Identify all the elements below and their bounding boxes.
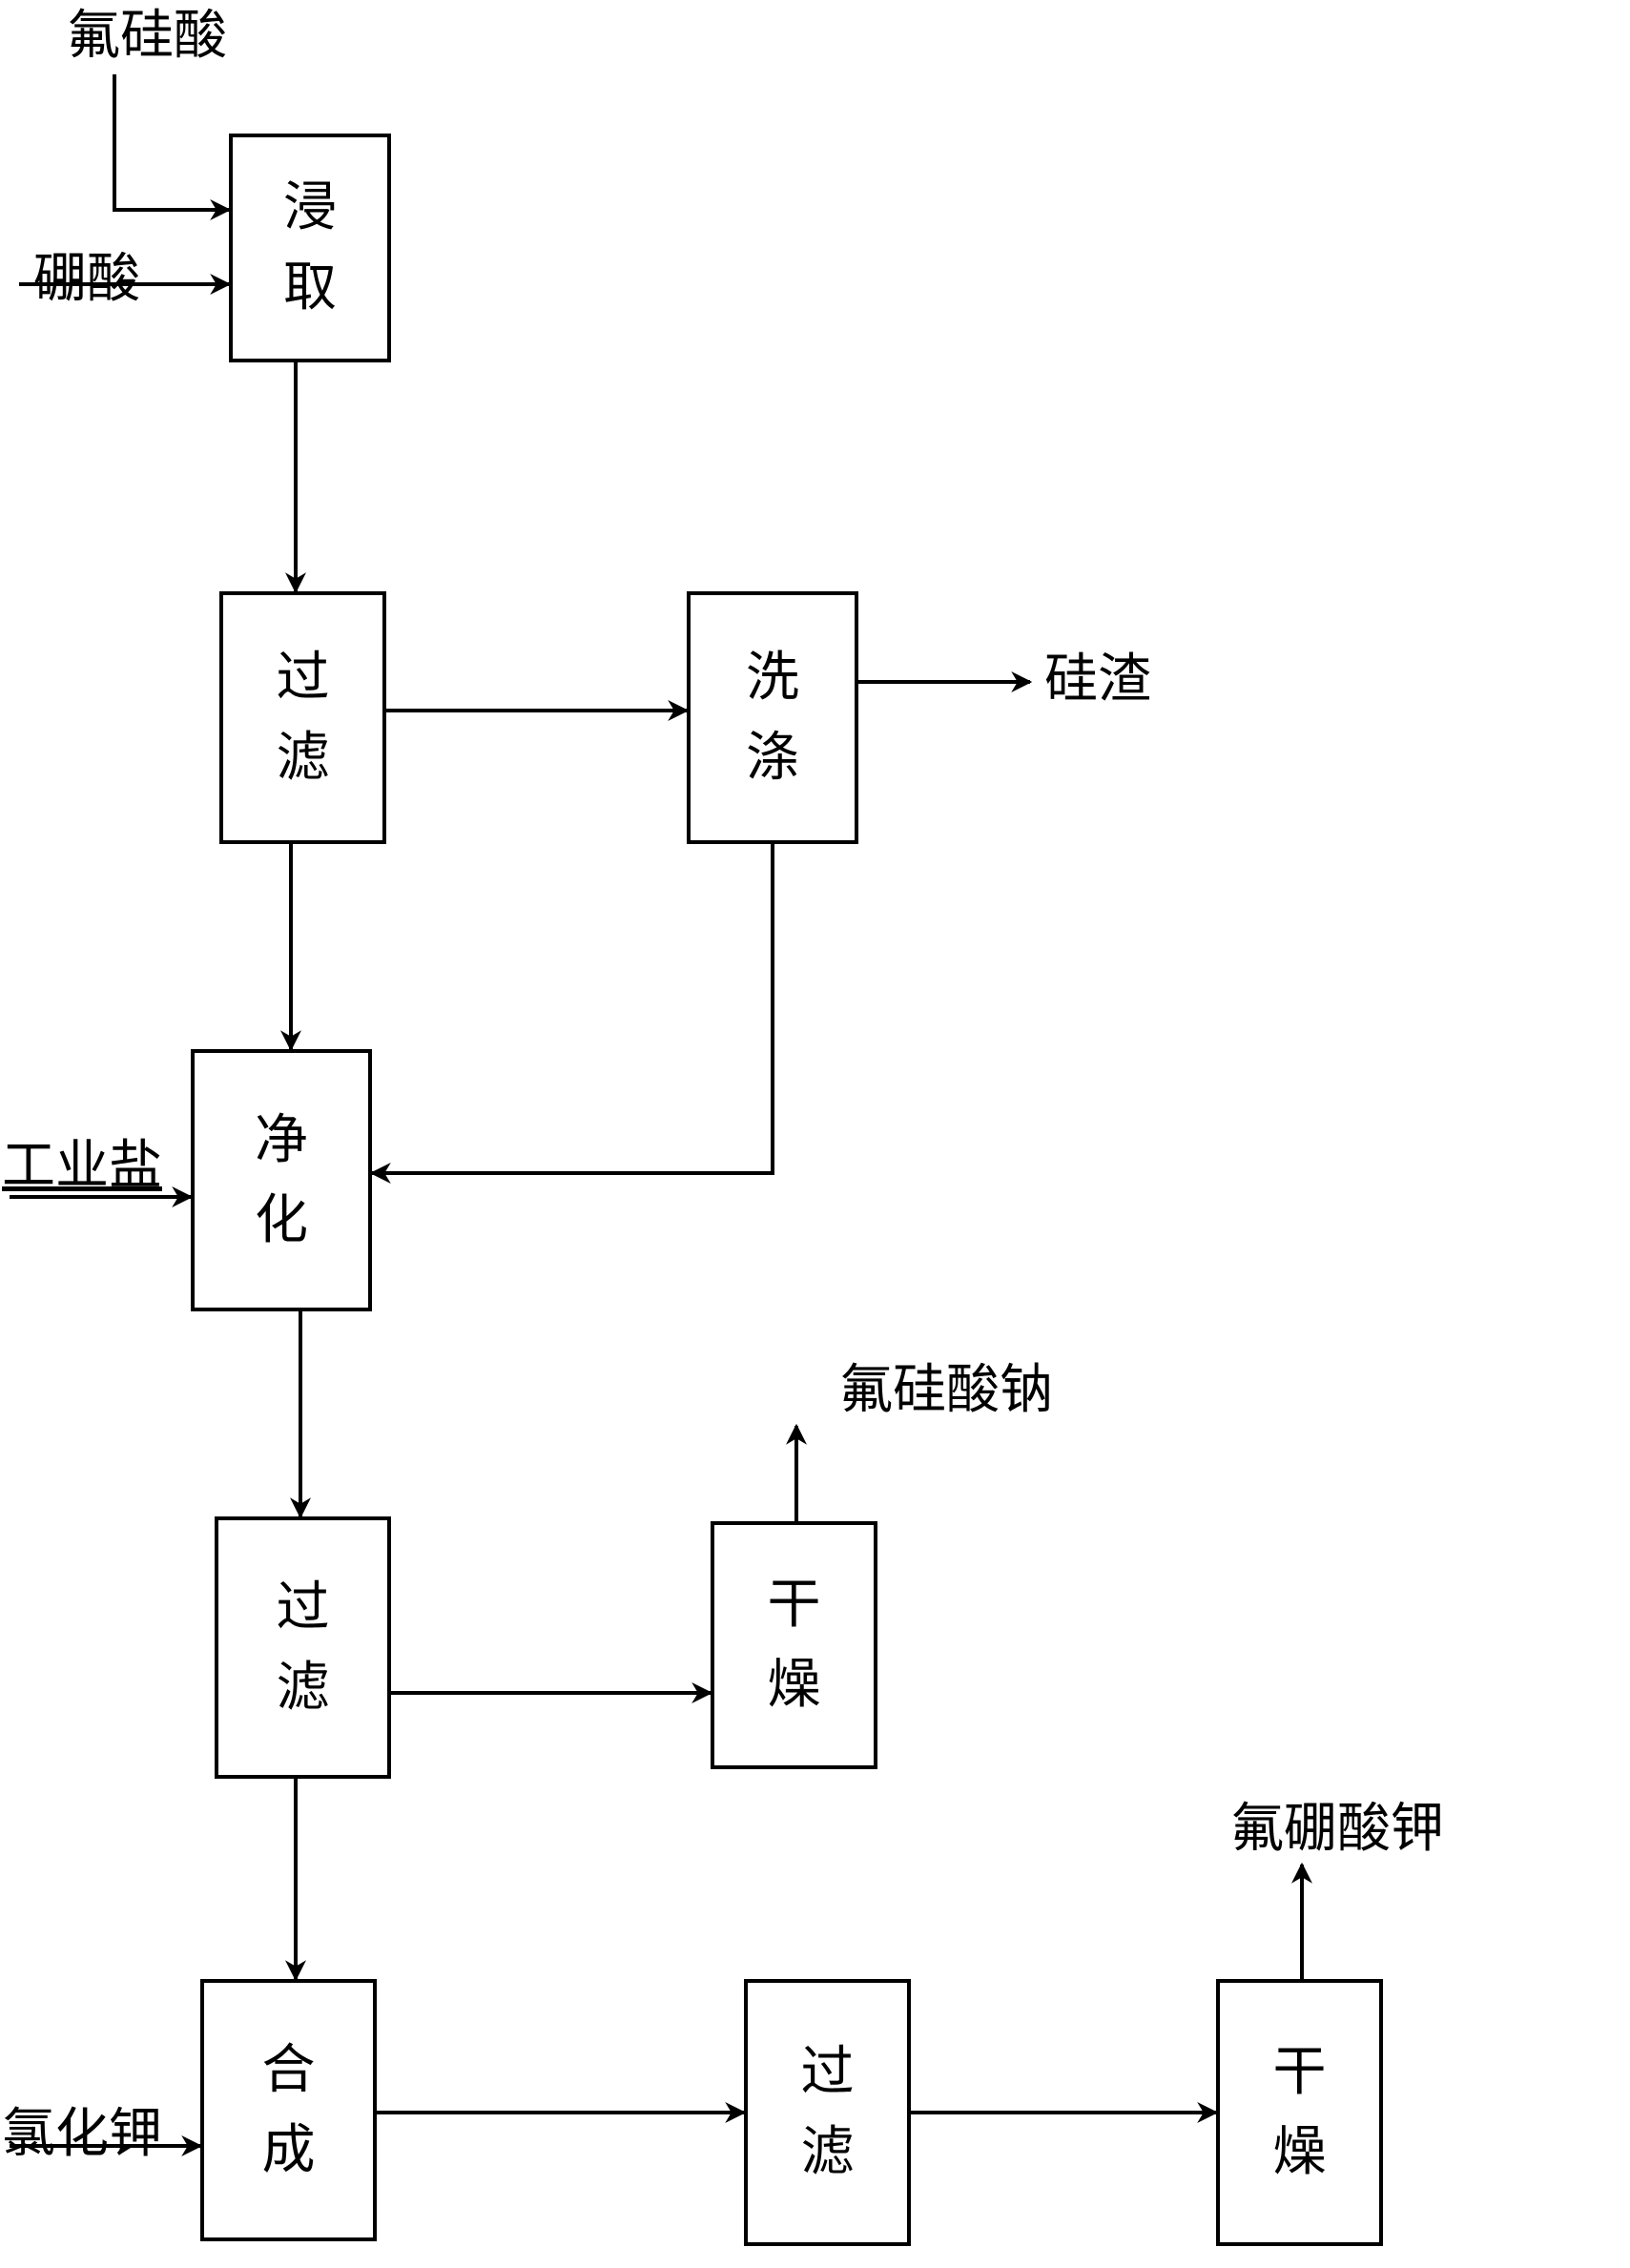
node-filter3-c2: 滤: [801, 2113, 855, 2193]
node-purify-c2: 化: [255, 1181, 308, 1261]
node-dry2-c1: 干: [1273, 2032, 1327, 2113]
node-filter2: 过 滤: [215, 1516, 391, 1779]
node-filter2-c1: 过: [277, 1568, 330, 1648]
label-in-industrial-salt: 工业盐: [2, 1140, 162, 1193]
edge-wash-to-purify: [372, 844, 773, 1173]
edge-fluoro-to-extract: [114, 74, 229, 210]
node-synth: 合 成: [200, 1979, 377, 2241]
node-wash-c1: 洗: [746, 638, 799, 718]
node-filter2-c2: 滤: [277, 1648, 330, 1728]
node-purify-c1: 净: [255, 1101, 308, 1181]
node-dry2-c2: 燥: [1273, 2113, 1327, 2193]
node-filter1-c1: 过: [277, 638, 330, 718]
label-out-silica-residue: 硅渣: [1044, 653, 1151, 707]
node-dry1: 干 燥: [711, 1521, 877, 1769]
node-purify: 净 化: [191, 1049, 372, 1311]
node-dry1-c1: 干: [768, 1565, 821, 1645]
node-filter1-c2: 滤: [277, 718, 330, 798]
label-in-fluorosilicic: 氟硅酸: [67, 10, 227, 63]
label-out-k-fluoroborate: 氟硼酸钾: [1230, 1803, 1444, 1856]
node-dry2: 干 燥: [1216, 1979, 1383, 2246]
node-extract: 浸 取: [229, 134, 391, 362]
node-synth-c2: 成: [262, 2111, 316, 2191]
label-in-boric-acid: 硼酸: [33, 253, 140, 306]
node-filter3-c1: 过: [801, 2032, 855, 2113]
node-synth-c1: 合: [262, 2031, 316, 2111]
node-wash-c2: 涤: [746, 718, 799, 798]
node-wash: 洗 涤: [687, 591, 858, 844]
label-out-na-fluorosilicate: 氟硅酸钠: [839, 1364, 1053, 1417]
node-extract-c1: 浸: [283, 168, 337, 248]
label-in-kcl: 氯化钾: [2, 2108, 162, 2161]
node-extract-c2: 取: [283, 248, 337, 328]
node-dry1-c2: 燥: [768, 1645, 821, 1725]
node-filter1: 过 滤: [219, 591, 386, 844]
node-filter3: 过 滤: [744, 1979, 911, 2246]
